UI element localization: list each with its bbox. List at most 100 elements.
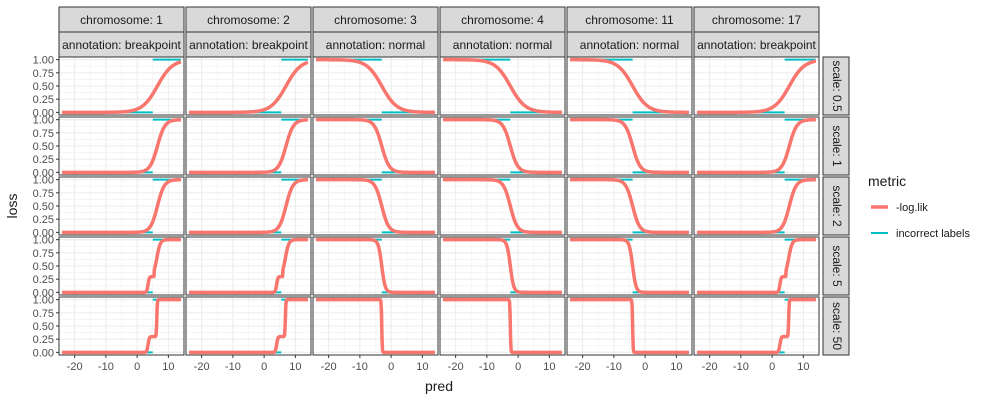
facet-label-scale: scale: 0.5 bbox=[830, 60, 844, 112]
facet-strip-annotation bbox=[312, 31, 439, 58]
facet-label-annotation: annotation: breakpoint bbox=[62, 38, 181, 52]
series-log-lik bbox=[441, 237, 564, 295]
x-tick-label: -10 bbox=[352, 361, 368, 373]
legend-title: metric bbox=[868, 173, 906, 189]
y-tick-label: 0.75 bbox=[33, 308, 54, 320]
y-tick-label: 1.00 bbox=[33, 175, 54, 187]
panel-border bbox=[693, 176, 820, 236]
x-tick-label: -10 bbox=[606, 361, 622, 373]
facet-panel bbox=[58, 176, 185, 236]
facet-label-chromosome: chromosome: 2 bbox=[207, 13, 290, 27]
series-log-lik bbox=[441, 57, 564, 115]
panel-border bbox=[566, 236, 693, 296]
panel-border bbox=[566, 116, 693, 176]
facet-label-annotation: annotation: breakpoint bbox=[189, 38, 308, 52]
series-log-lik bbox=[441, 177, 564, 235]
panel-border bbox=[185, 296, 312, 356]
series-log-lik bbox=[695, 177, 818, 235]
x-tick-label: 0 bbox=[134, 361, 140, 373]
y-tick-label: 0.50 bbox=[33, 141, 54, 153]
facet-panel bbox=[58, 296, 185, 356]
y-tick-label: 0.00 bbox=[33, 227, 54, 239]
facet-panel bbox=[566, 296, 693, 356]
facet-panel bbox=[312, 176, 439, 236]
series-log-lik bbox=[187, 237, 310, 295]
y-tick-label: 0.75 bbox=[33, 128, 54, 140]
facet-strip-annotation bbox=[58, 31, 185, 58]
y-tick-label: 1.00 bbox=[33, 55, 54, 67]
facet-panel bbox=[439, 56, 566, 116]
x-tick-label: -20 bbox=[67, 361, 83, 373]
panel-border bbox=[693, 236, 820, 296]
facet-strip-annotation bbox=[693, 31, 820, 58]
panel-border bbox=[693, 116, 820, 176]
legend-label: incorrect labels bbox=[896, 228, 970, 240]
series-log-lik bbox=[441, 297, 564, 355]
panel-border bbox=[566, 56, 693, 116]
x-tick-label: 0 bbox=[642, 361, 648, 373]
series-log-lik bbox=[568, 177, 691, 235]
facet-panel bbox=[312, 56, 439, 116]
facet-panel bbox=[439, 176, 566, 236]
facet-panel bbox=[312, 296, 439, 356]
series-log-lik bbox=[60, 237, 183, 295]
series-log-lik bbox=[60, 177, 183, 235]
y-tick-label: 0.25 bbox=[33, 154, 54, 166]
series-log-lik bbox=[441, 117, 564, 175]
series-log-lik bbox=[187, 60, 310, 115]
y-tick-label: 0.75 bbox=[33, 68, 54, 80]
x-tick-label: 0 bbox=[261, 361, 267, 373]
facet-label-scale: scale: 5 bbox=[830, 245, 844, 287]
facet-strip-annotation bbox=[566, 31, 693, 58]
x-tick-label: -20 bbox=[448, 361, 464, 373]
series-log-lik bbox=[695, 237, 818, 295]
facet-label-chromosome: chromosome: 11 bbox=[585, 13, 674, 27]
x-tick-label: -20 bbox=[321, 361, 337, 373]
series-log-lik bbox=[695, 297, 818, 355]
facet-label-scale: scale: 50 bbox=[830, 302, 844, 350]
facet-panel bbox=[439, 296, 566, 356]
y-tick-label: 1.00 bbox=[33, 115, 54, 127]
panel-border bbox=[439, 296, 566, 356]
facet-strip-annotation bbox=[439, 31, 566, 58]
facet-label-chromosome: chromosome: 17 bbox=[712, 13, 802, 27]
facet-panel bbox=[312, 236, 439, 296]
series-log-lik bbox=[187, 297, 310, 355]
facet-panel bbox=[58, 116, 185, 176]
facet-strip-scale bbox=[822, 236, 850, 296]
panel-border bbox=[566, 176, 693, 236]
x-tick-label: 0 bbox=[769, 361, 775, 373]
y-tick-label: 0.00 bbox=[33, 167, 54, 179]
x-tick-label: 10 bbox=[289, 361, 301, 373]
facet-label-chromosome: chromosome: 1 bbox=[80, 13, 163, 27]
facet-panel bbox=[58, 236, 185, 296]
facet-strip-chromosome bbox=[58, 6, 185, 33]
facet-panel bbox=[693, 236, 820, 296]
series-log-lik bbox=[60, 297, 183, 355]
facet-panel bbox=[566, 176, 693, 236]
y-tick-label: 0.00 bbox=[33, 107, 54, 119]
facet-label-annotation: annotation: breakpoint bbox=[697, 38, 816, 52]
x-tick-label: -10 bbox=[733, 361, 749, 373]
facet-label-annotation: annotation: normal bbox=[326, 38, 425, 52]
x-tick-label: -20 bbox=[702, 361, 718, 373]
facet-panel bbox=[185, 56, 312, 116]
series-log-lik bbox=[568, 297, 691, 355]
y-tick-label: 0.50 bbox=[33, 261, 54, 273]
panel-border bbox=[439, 56, 566, 116]
facet-panel bbox=[185, 116, 312, 176]
y-tick-label: 0.50 bbox=[33, 81, 54, 93]
panel-border bbox=[312, 116, 439, 176]
facet-strip-scale bbox=[822, 296, 850, 356]
panel-border bbox=[312, 236, 439, 296]
facet-panel bbox=[58, 56, 185, 116]
series-log-lik bbox=[314, 177, 437, 235]
panel-border bbox=[566, 296, 693, 356]
facet-panel bbox=[185, 236, 312, 296]
facet-strip-annotation bbox=[185, 31, 312, 58]
y-tick-label: 0.00 bbox=[33, 287, 54, 299]
x-tick-label: -10 bbox=[225, 361, 241, 373]
y-tick-label: 0.50 bbox=[33, 321, 54, 333]
series-log-lik bbox=[314, 117, 437, 175]
panel-border bbox=[312, 296, 439, 356]
